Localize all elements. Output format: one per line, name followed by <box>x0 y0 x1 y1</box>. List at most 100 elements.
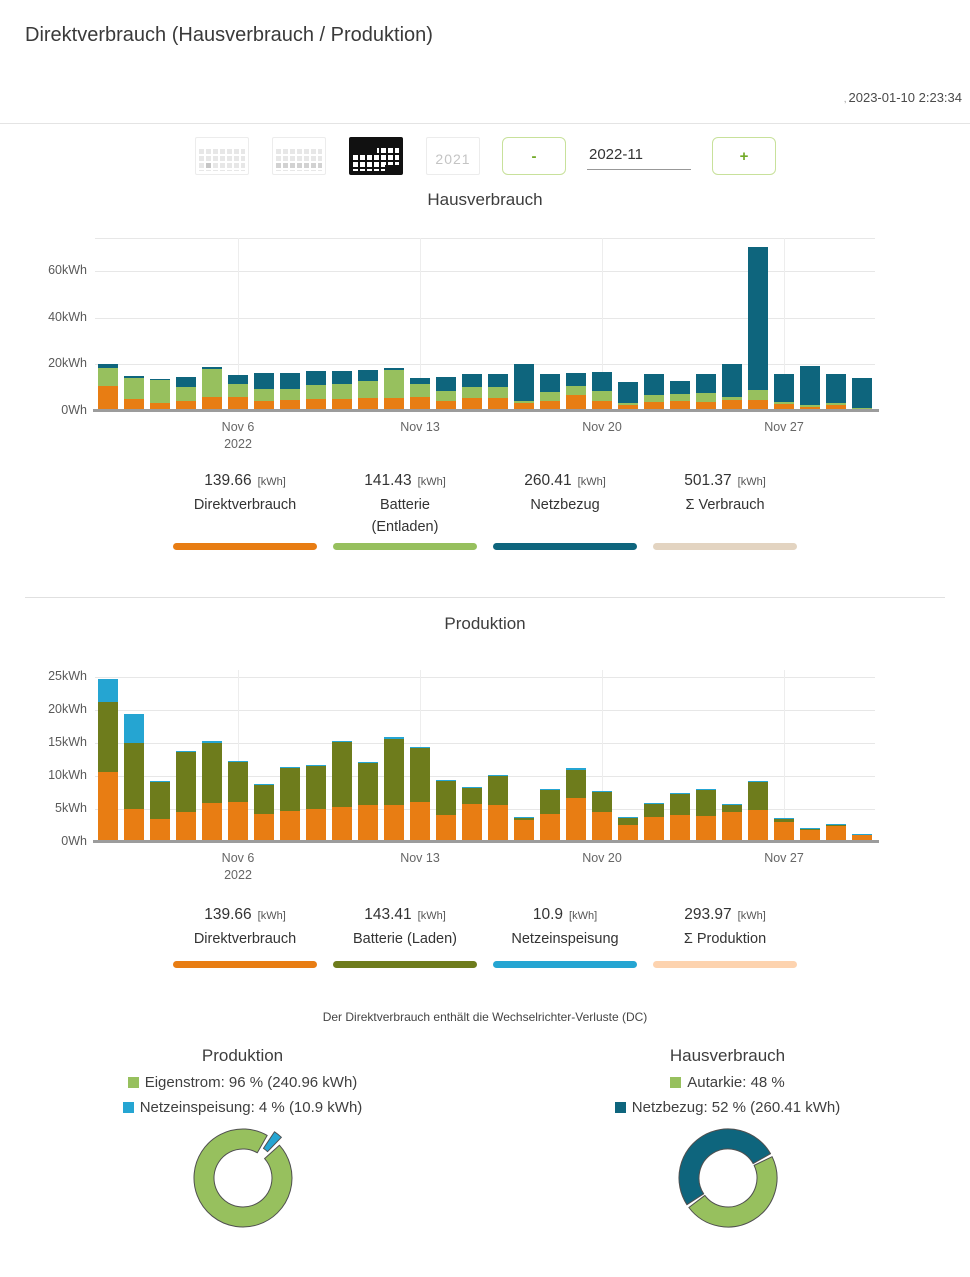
bar-segment-netzbezug[interactable] <box>332 371 352 384</box>
bar-segment-direktverbrauch[interactable] <box>852 834 872 842</box>
bar-segment-direktverbrauch[interactable] <box>410 802 430 842</box>
stat-batterie-laden[interactable]: 143.41 [kWh] Batterie (Laden) <box>325 906 485 968</box>
bar-segment-batterie-entladen[interactable] <box>98 368 118 387</box>
bar-segment-netzeinspeisung[interactable] <box>410 747 430 749</box>
bar-segment-netzeinspeisung[interactable] <box>488 774 508 776</box>
week-view-button[interactable] <box>271 136 327 176</box>
bar-segment-direktverbrauch[interactable] <box>280 811 300 842</box>
bar-segment-netzeinspeisung[interactable] <box>228 760 248 763</box>
bar-segment-netzbezug[interactable] <box>852 377 872 408</box>
bar-segment-batterie-laden[interactable] <box>514 817 534 820</box>
donut-slice-netzbezug[interactable] <box>677 1128 771 1206</box>
bar-segment-netzeinspeisung[interactable] <box>592 791 612 792</box>
bar-segment-netzeinspeisung[interactable] <box>462 787 482 788</box>
bar-segment-netzeinspeisung[interactable] <box>566 768 586 770</box>
bar-segment-netzeinspeisung[interactable] <box>800 828 820 829</box>
bar-segment-netzbezug[interactable] <box>488 373 508 388</box>
bar-segment-batterie-laden[interactable] <box>228 762 248 803</box>
bar-segment-netzbezug[interactable] <box>228 374 248 384</box>
bar-segment-direktverbrauch[interactable] <box>228 397 248 411</box>
bar-segment-batterie-laden[interactable] <box>384 738 404 806</box>
bar-segment-netzeinspeisung[interactable] <box>670 792 690 794</box>
bar-segment-batterie-laden[interactable] <box>540 789 560 815</box>
bar-segment-netzeinspeisung[interactable] <box>202 740 222 743</box>
bar-segment-netzbezug[interactable] <box>540 374 560 393</box>
stat-produktion[interactable]: 293.97 [kWh] Σ Produktion <box>645 906 805 968</box>
bar-segment-direktverbrauch[interactable] <box>176 812 196 842</box>
bar-segment-direktverbrauch[interactable] <box>566 797 586 842</box>
bar-segment-direktverbrauch[interactable] <box>98 771 118 842</box>
bar-segment-batterie-laden[interactable] <box>124 743 144 810</box>
bar-segment-netzeinspeisung[interactable] <box>436 780 456 782</box>
bar-segment-batterie-entladen[interactable] <box>644 394 664 403</box>
bar-segment-batterie-laden[interactable] <box>644 803 664 817</box>
donut-slice-netzeinspeisung[interactable] <box>262 1131 282 1153</box>
bar-segment-batterie-laden[interactable] <box>488 775 508 806</box>
bar-segment-batterie-laden[interactable] <box>98 701 118 772</box>
bar-segment-netzeinspeisung[interactable] <box>540 789 560 790</box>
stat-netzeinspeisung[interactable]: 10.9 [kWh] Netzeinspeisung <box>485 906 645 968</box>
bar-segment-direktverbrauch[interactable] <box>670 401 690 411</box>
bar-segment-direktverbrauch[interactable] <box>592 812 612 842</box>
bar-segment-batterie-laden[interactable] <box>306 766 326 810</box>
bar-segment-batterie-entladen[interactable] <box>332 383 352 399</box>
bar-segment-direktverbrauch[interactable] <box>254 401 274 411</box>
bar-segment-direktverbrauch[interactable] <box>540 814 560 842</box>
donut-slice-autarkie[interactable] <box>687 1156 778 1228</box>
bar-segment-batterie-entladen[interactable] <box>592 391 612 401</box>
bar-segment-netzbezug[interactable] <box>254 373 274 389</box>
stat-direktverbrauch[interactable]: 139.66 [kWh] Direktverbrauch <box>165 472 325 550</box>
bar-segment-netzeinspeisung[interactable] <box>306 764 326 767</box>
bar-segment-batterie-entladen[interactable] <box>228 383 248 398</box>
bar-segment-batterie-entladen[interactable] <box>436 390 456 402</box>
bar-segment-batterie-laden[interactable] <box>696 789 716 817</box>
bar-segment-netzbezug[interactable] <box>202 367 222 370</box>
bar-segment-batterie-laden[interactable] <box>748 782 768 810</box>
bar-segment-batterie-laden[interactable] <box>670 793 690 815</box>
bar-segment-direktverbrauch[interactable] <box>280 400 300 411</box>
bar-segment-direktverbrauch[interactable] <box>98 386 118 411</box>
day-view-button[interactable] <box>194 136 250 176</box>
bar-segment-netzbezug[interactable] <box>384 368 404 371</box>
legend-item-netzeinspeisung[interactable]: Netzeinspeisung: 4 % (10.9 kWh) <box>0 1099 485 1116</box>
bar-segment-netzeinspeisung[interactable] <box>254 784 274 786</box>
donut-slice-eigenstrom[interactable] <box>192 1128 292 1228</box>
bar-segment-direktverbrauch[interactable] <box>774 403 794 411</box>
bar-segment-netzbezug[interactable] <box>618 381 638 403</box>
bar-segment-direktverbrauch[interactable] <box>228 802 248 842</box>
bar-segment-direktverbrauch[interactable] <box>150 402 170 411</box>
bar-segment-netzeinspeisung[interactable] <box>644 803 664 804</box>
stat-verbrauch[interactable]: 501.37 [kWh] Σ Verbrauch <box>645 472 805 550</box>
bar-segment-direktverbrauch[interactable] <box>332 807 352 842</box>
bar-segment-batterie-entladen[interactable] <box>514 401 534 404</box>
bar-segment-netzbezug[interactable] <box>696 374 716 394</box>
bar-segment-direktverbrauch[interactable] <box>722 400 742 411</box>
bar-segment-netzbezug[interactable] <box>514 363 534 402</box>
bar-segment-batterie-laden[interactable] <box>800 828 820 831</box>
bar-segment-direktverbrauch[interactable] <box>332 398 352 411</box>
bar-segment-netzeinspeisung[interactable] <box>774 818 794 819</box>
period-input[interactable] <box>587 142 691 170</box>
bar-segment-batterie-laden[interactable] <box>358 762 378 806</box>
bar-segment-netzbezug[interactable] <box>566 372 586 386</box>
bar-segment-direktverbrauch[interactable] <box>748 399 768 411</box>
bar-segment-batterie-entladen[interactable] <box>722 397 742 401</box>
bar-segment-direktverbrauch[interactable] <box>358 397 378 411</box>
bar-segment-direktverbrauch[interactable] <box>566 395 586 411</box>
bar-segment-netzeinspeisung[interactable] <box>332 740 352 742</box>
bar-segment-direktverbrauch[interactable] <box>722 811 742 842</box>
bar-segment-batterie-laden[interactable] <box>722 804 742 812</box>
bar-segment-netzbezug[interactable] <box>722 363 742 398</box>
bar-segment-direktverbrauch[interactable] <box>618 404 638 411</box>
bar-segment-direktverbrauch[interactable] <box>618 824 638 842</box>
bar-segment-netzbezug[interactable] <box>800 366 820 406</box>
bar-segment-batterie-entladen[interactable] <box>540 392 560 402</box>
bar-segment-direktverbrauch[interactable] <box>124 399 144 411</box>
bar-segment-netzbezug[interactable] <box>462 373 482 387</box>
bar-segment-direktverbrauch[interactable] <box>540 401 560 411</box>
stat-batterie-entladen[interactable]: 141.43 [kWh] Batterie (Entladen) <box>325 472 485 550</box>
bar-segment-direktverbrauch[interactable] <box>462 803 482 842</box>
bar-segment-netzeinspeisung[interactable] <box>514 816 534 818</box>
bar-segment-netzbezug[interactable] <box>774 374 794 402</box>
month-view-button[interactable] <box>348 136 404 176</box>
